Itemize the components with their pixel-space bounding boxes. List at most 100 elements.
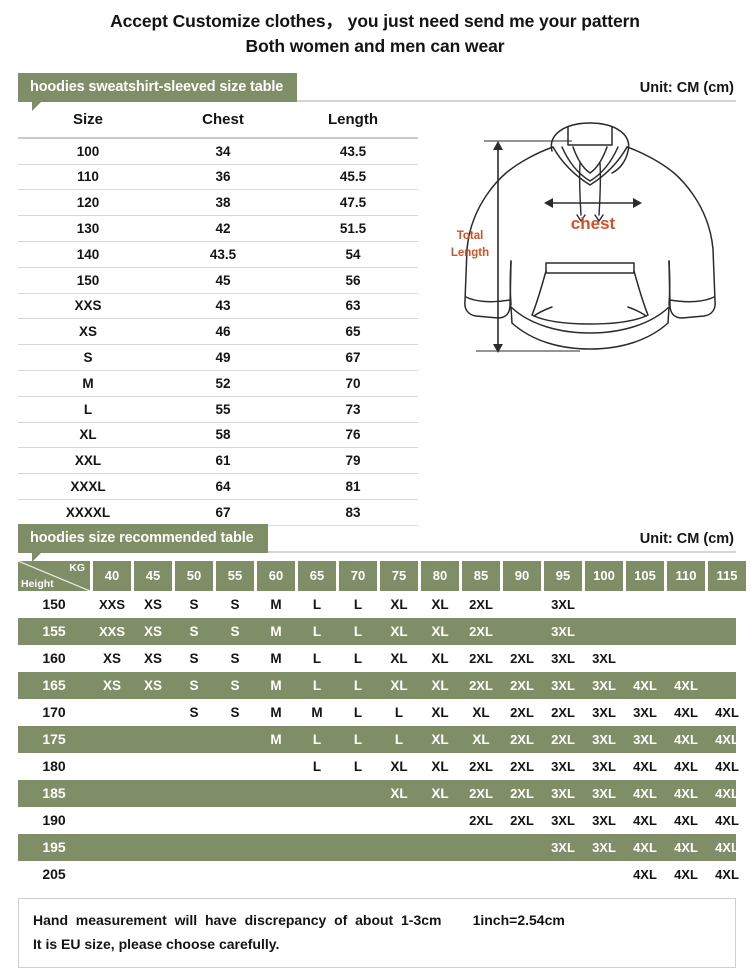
- recommended-table-row: 175 M L L L XL XL 2XL 2XL 3XL 3XL 4XL 4XL: [18, 725, 739, 753]
- size-cell: XL: [431, 731, 449, 747]
- recommended-table-corner-cell: KG Height: [18, 560, 90, 591]
- weight-header-80: 80: [421, 560, 459, 591]
- size-cell: 4XL: [715, 758, 739, 774]
- size-cell: 4XL: [674, 839, 698, 855]
- size-cell: L: [312, 623, 322, 639]
- cell-chest: 42: [215, 221, 231, 237]
- weight-header-95: 95: [544, 560, 582, 591]
- size-cell: 2XL: [510, 677, 534, 693]
- recommended-table-row: 190 2XL 2XL 3XL 3XL 4XL 4XL 4XL: [18, 807, 739, 834]
- cell-size: 110: [77, 169, 99, 185]
- total-length-label-line1: Total: [457, 230, 484, 242]
- size-cell: S: [189, 650, 199, 666]
- size-cell: S: [230, 704, 240, 720]
- size-cell: XL: [431, 785, 449, 801]
- cell-chest: 64: [215, 479, 231, 494]
- size-cell: L: [312, 731, 322, 747]
- recommended-table-row: 155 XXS XS S S M L L XL XL 2XL 3XL: [18, 617, 736, 645]
- height-label: 180: [42, 758, 66, 775]
- size-cell: M: [311, 704, 323, 720]
- size-cell: L: [353, 704, 363, 720]
- size-cell: XL: [472, 731, 490, 747]
- cell-length: 47.5: [339, 195, 367, 211]
- weight-header-40: 40: [93, 560, 131, 591]
- size-cell: M: [270, 731, 282, 747]
- cell-length: 79: [345, 453, 361, 469]
- size-cell: L: [312, 677, 322, 693]
- recommended-table-row: 185 XL XL 2XL 2XL 3XL 3XL 4XL 4XL 4XL: [18, 779, 739, 807]
- table-row: XXXL 64 81: [18, 474, 418, 500]
- cell-length: 76: [345, 427, 361, 443]
- cell-size: XL: [79, 427, 97, 443]
- size-cell: XL: [431, 677, 449, 693]
- recommended-table-header-row: KG Height 40 45 50 55 60 65 70 75 80 85 …: [18, 560, 746, 591]
- recommended-table-row: 160 XS XS S S M L L XL XL 2XL 2XL 3XL 3XL: [18, 645, 736, 672]
- cell-length: 65: [345, 324, 361, 340]
- cell-chest: 36: [215, 169, 231, 185]
- weight-header-100: 100: [585, 560, 623, 591]
- weight-header-45: 45: [134, 560, 172, 591]
- size-cell: L: [353, 758, 363, 774]
- cell-chest: 49: [215, 350, 231, 366]
- table-row: 140 43.5 54: [18, 241, 418, 268]
- note-line-1: Hand measurement will have discrepancy o…: [33, 911, 565, 928]
- size-cell: 4XL: [715, 839, 739, 855]
- recommended-table-row: 195 3XL 3XL 4XL 4XL 4XL: [18, 833, 739, 861]
- size-cell: 4XL: [633, 866, 657, 882]
- size-cell: XL: [472, 704, 490, 720]
- size-cell: 2XL: [510, 704, 534, 720]
- size-cell: S: [230, 677, 240, 693]
- table-row: 130 42 51.5: [18, 216, 418, 242]
- size-cell: L: [353, 677, 363, 693]
- cell-size: XXL: [74, 453, 102, 469]
- size-cell: S: [189, 677, 199, 693]
- size-cell: 4XL: [633, 785, 657, 801]
- size-cell: S: [189, 704, 199, 720]
- size-cell: 2XL: [469, 596, 493, 612]
- cell-length: 73: [345, 401, 361, 417]
- size-cell: L: [312, 596, 322, 612]
- size-table-body: 100 34 43.5 110 36 45.5 120 38 47.5 130 42 51.5 …: [18, 138, 418, 526]
- size-cell: 3XL: [592, 785, 616, 801]
- weight-header-70: 70: [339, 560, 377, 591]
- weight-header-115: 115: [708, 560, 746, 591]
- size-cell: XL: [390, 650, 408, 666]
- size-cell: 4XL: [715, 812, 739, 828]
- size-cell: S: [189, 596, 199, 612]
- weight-header-60: 60: [257, 560, 295, 591]
- size-cell: XS: [143, 650, 162, 666]
- size-cell: M: [270, 596, 282, 612]
- cell-chest: 67: [215, 504, 231, 520]
- cell-length: 54: [345, 246, 361, 262]
- cell-size: XS: [78, 324, 97, 340]
- size-cell: M: [270, 704, 282, 720]
- weight-header-105: 105: [626, 560, 664, 591]
- size-cell: XL: [390, 623, 408, 639]
- size-cell: 2XL: [510, 758, 534, 774]
- cell-length: 45.5: [339, 169, 367, 185]
- cell-length: 70: [345, 375, 361, 391]
- cell-size: 120: [76, 195, 100, 211]
- size-cell: 3XL: [592, 704, 616, 720]
- table-row: 150 45 56: [18, 267, 418, 294]
- size-cell: 2XL: [551, 731, 575, 747]
- banner-rule-1: [18, 99, 736, 102]
- cell-chest: 58: [215, 427, 231, 443]
- size-cell: S: [230, 596, 240, 612]
- cell-size: S: [83, 350, 93, 366]
- size-cell: 3XL: [592, 839, 616, 855]
- size-cell: L: [353, 623, 363, 639]
- size-cell: 3XL: [551, 785, 575, 801]
- size-cell: 2XL: [551, 704, 575, 720]
- recommended-table-banner: hoodies size recommended table Unit: CM …: [0, 523, 750, 562]
- size-table-header-row: Size Chest Length: [18, 106, 418, 138]
- size-table-col-chest: Chest: [202, 111, 244, 129]
- size-cell: L: [394, 704, 404, 720]
- size-table-col-length: Length: [328, 111, 378, 129]
- height-label: 190: [42, 812, 66, 829]
- size-cell: 3XL: [592, 812, 616, 828]
- weight-header-50: 50: [175, 560, 213, 591]
- recommended-table-row: 150 XXS XS S S M L L XL XL 2XL 3XL: [18, 591, 736, 618]
- cell-length: 81: [345, 479, 361, 494]
- weight-header-90: 90: [503, 560, 541, 591]
